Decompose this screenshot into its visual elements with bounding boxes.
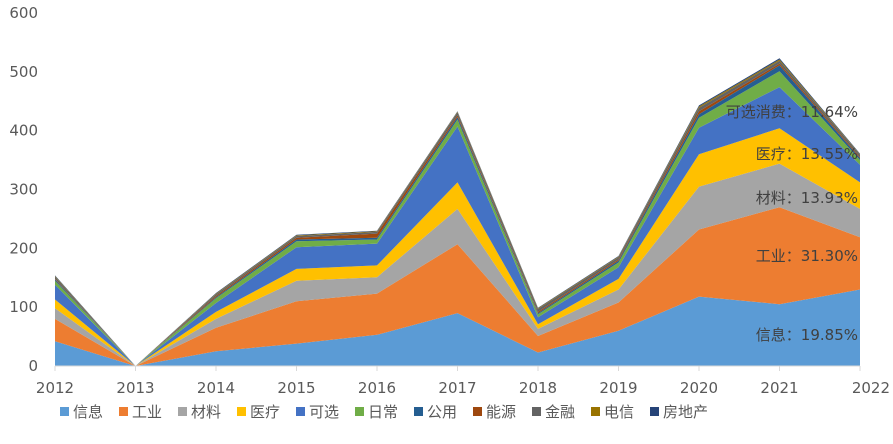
legend-swatch xyxy=(650,407,659,416)
area-series-4 xyxy=(55,128,860,366)
legend-swatch xyxy=(473,407,482,416)
x-axis-ticks: 2012 2013 2014 2015 2016 2017 2018 2019 2020 2021… xyxy=(36,366,890,397)
x-tick-label: 2013 xyxy=(116,379,154,397)
legend-label: 材料 xyxy=(191,403,221,421)
legend-label: 公用 xyxy=(427,403,457,421)
y-tick-label: 500 xyxy=(9,63,38,81)
x-tick-label: 2018 xyxy=(519,379,557,397)
y-tick-label: 600 xyxy=(9,4,38,22)
legend-swatch xyxy=(355,407,364,416)
area-series-1 xyxy=(55,289,860,366)
legend-label: 房地产 xyxy=(663,403,708,421)
annotation-label: 工业：31.30% xyxy=(756,247,858,265)
legend-swatch xyxy=(532,407,541,416)
legend-label: 可选 xyxy=(309,403,339,421)
x-tick-label: 2017 xyxy=(438,379,476,397)
legend-swatch xyxy=(414,407,423,416)
area-series-5 xyxy=(55,87,860,366)
legend-swatch xyxy=(60,407,69,416)
annotation-label: 可选消费：11.64% xyxy=(726,103,858,121)
x-tick-label: 2021 xyxy=(760,379,798,397)
annotation-label: 医疗：13.55% xyxy=(756,145,858,163)
legend-label: 能源 xyxy=(486,403,516,421)
y-tick-label: 400 xyxy=(9,122,38,140)
x-tick-label: 2020 xyxy=(680,379,718,397)
x-tick-label: 2022 xyxy=(852,379,890,397)
x-tick-label: 2016 xyxy=(358,379,396,397)
legend-swatch xyxy=(119,407,128,416)
annotation-label: 信息：19.85% xyxy=(756,326,858,344)
legend-label: 电信 xyxy=(604,403,634,421)
annotations: 信息：19.85% 工业：31.30% 材料：13.93% 医疗：13.55% 可选消费… xyxy=(726,103,858,344)
legend-swatch xyxy=(591,407,600,416)
legend: 信息 工业 材料 医疗 可选 日常 公用 能源 金融 电信 房地产 xyxy=(60,403,708,421)
legend-label: 工业 xyxy=(132,403,162,421)
legend-label: 日常 xyxy=(368,403,398,421)
legend-swatch xyxy=(237,407,246,416)
legend-swatch xyxy=(178,407,187,416)
x-tick-label: 2015 xyxy=(277,379,315,397)
x-tick-label: 2019 xyxy=(599,379,637,397)
x-tick-label: 2012 xyxy=(36,379,74,397)
y-axis-ticks: 0 100 200 300 400 500 600 xyxy=(9,4,38,375)
annotation-label: 材料：13.93% xyxy=(756,189,858,207)
legend-label: 医疗 xyxy=(250,403,280,421)
legend-label: 金融 xyxy=(545,403,575,421)
x-tick-label: 2014 xyxy=(197,379,235,397)
area-series-3 xyxy=(55,163,860,366)
area-series-group xyxy=(55,58,860,367)
y-tick-label: 200 xyxy=(9,239,38,257)
area-series-2 xyxy=(55,207,860,366)
y-tick-label: 100 xyxy=(9,298,38,316)
y-tick-label: 300 xyxy=(9,181,38,199)
legend-swatch xyxy=(296,407,305,416)
legend-label: 信息 xyxy=(73,403,103,421)
y-tick-label: 0 xyxy=(28,357,38,375)
